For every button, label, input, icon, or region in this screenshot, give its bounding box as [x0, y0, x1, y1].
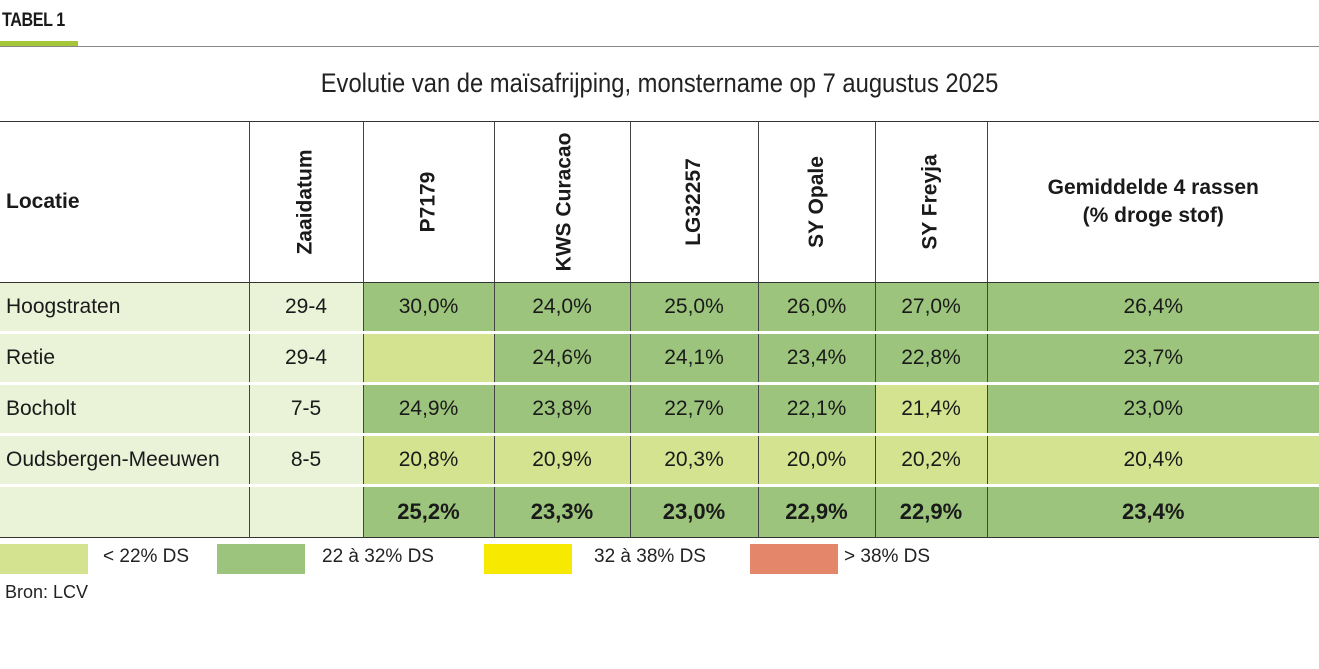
cell-p7179: 24,9% [362, 383, 494, 436]
cell-lg32257: 25,0% [629, 282, 758, 334]
cell-locatie: Bocholt [0, 383, 249, 436]
cell-gemiddelde: 20,4% [986, 434, 1319, 487]
legend-swatch [750, 544, 838, 574]
avg-p7179: 25,2% [362, 485, 494, 538]
cell-gemiddelde: 23,7% [986, 332, 1319, 385]
cell-zaaidatum: 29-4 [248, 282, 363, 334]
source-note: Bron: LCV [5, 582, 89, 602]
legend-label: 32 à 38% DS [594, 546, 706, 567]
cell-gemiddelde: 23,0% [986, 383, 1319, 436]
cell-locatie: Retie [0, 332, 249, 385]
legend-swatch [217, 544, 305, 574]
table-row: Retie 29-4 24,6% 24,1% 23,4% 22,8% 23,7% [0, 332, 1319, 385]
legend: < 22% DS 22 à 32% DS 32 à 38% DS > 38% D… [0, 542, 1319, 574]
cell-empty [248, 485, 363, 538]
header-kws-curacao: KWS Curacao [493, 121, 630, 283]
table-label: TABEL 1 [2, 10, 65, 31]
label-accent-bar [0, 41, 78, 47]
legend-swatch [0, 544, 88, 574]
header-lg32257: LG32257 [629, 121, 758, 283]
cell-kws-curacao: 23,8% [493, 383, 630, 436]
top-divider [0, 46, 1319, 47]
data-table: Locatie Zaaidatum P7179 KWS Curacao LG32… [0, 121, 1319, 538]
cell-locatie: Oudsbergen-Meeuwen [0, 434, 249, 487]
header-zaaidatum: Zaaidatum [248, 121, 363, 283]
cell-sy-freyja: 20,2% [874, 434, 987, 487]
table-row: Bocholt 7-5 24,9% 23,8% 22,7% 22,1% 21,4… [0, 383, 1319, 436]
cell-sy-opale: 22,1% [757, 383, 875, 436]
cell-lg32257: 22,7% [629, 383, 758, 436]
cell-empty [0, 485, 249, 538]
header-sy-freyja: SY Freyja [874, 121, 987, 283]
legend-label: < 22% DS [103, 546, 190, 567]
legend-label: 22 à 32% DS [322, 546, 434, 567]
header-p7179: P7179 [362, 121, 494, 283]
cell-kws-curacao: 20,9% [493, 434, 630, 487]
average-row: 25,2% 23,3% 23,0% 22,9% 22,9% 23,4% [0, 485, 1319, 538]
avg-sy-freyja: 22,9% [874, 485, 987, 538]
cell-sy-freyja: 21,4% [874, 383, 987, 436]
cell-p7179: 20,8% [362, 434, 494, 487]
cell-zaaidatum: 7-5 [248, 383, 363, 436]
cell-zaaidatum: 29-4 [248, 332, 363, 385]
header-locatie: Locatie [0, 121, 249, 283]
avg-sy-opale: 22,9% [757, 485, 875, 538]
cell-sy-freyja: 27,0% [874, 282, 987, 334]
cell-p7179: 30,0% [362, 282, 494, 334]
table-row: Oudsbergen-Meeuwen 8-5 20,8% 20,9% 20,3%… [0, 434, 1319, 487]
cell-lg32257: 24,1% [629, 332, 758, 385]
header-sy-opale: SY Opale [757, 121, 875, 283]
cell-locatie: Hoogstraten [0, 282, 249, 334]
cell-sy-opale: 20,0% [757, 434, 875, 487]
legend-swatch [484, 544, 572, 574]
cell-gemiddelde: 26,4% [986, 282, 1319, 334]
avg-gemiddelde: 23,4% [986, 485, 1319, 538]
cell-kws-curacao: 24,6% [493, 332, 630, 385]
cell-p7179 [362, 332, 494, 385]
cell-zaaidatum: 8-5 [248, 434, 363, 487]
cell-sy-opale: 26,0% [757, 282, 875, 334]
table-row: Hoogstraten 29-4 30,0% 24,0% 25,0% 26,0%… [0, 282, 1319, 334]
cell-lg32257: 20,3% [629, 434, 758, 487]
cell-sy-freyja: 22,8% [874, 332, 987, 385]
header-row: Locatie Zaaidatum P7179 KWS Curacao LG32… [0, 121, 1319, 283]
cell-kws-curacao: 24,0% [493, 282, 630, 334]
legend-label: > 38% DS [844, 546, 931, 567]
cell-sy-opale: 23,4% [757, 332, 875, 385]
table-title: Evolutie van de maïsafrijping, monsterna… [320, 68, 999, 98]
avg-kws-curacao: 23,3% [493, 485, 630, 538]
avg-lg32257: 23,0% [629, 485, 758, 538]
header-gemiddelde: Gemiddelde 4 rassen (% droge stof) [986, 121, 1319, 283]
